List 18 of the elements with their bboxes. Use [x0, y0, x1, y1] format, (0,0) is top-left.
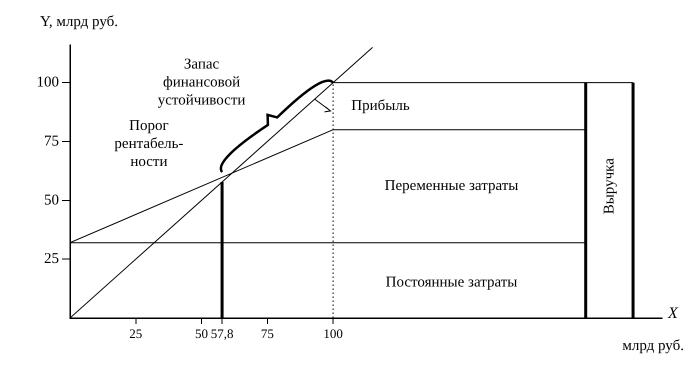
x-tick-label: 100: [323, 326, 343, 342]
y-tick-label: 25: [44, 251, 59, 268]
annotation: Выручка: [601, 158, 618, 214]
y-tick-label: 100: [36, 74, 59, 91]
annotation: Переменные затраты: [384, 178, 518, 194]
x-tick-label: 50: [195, 326, 208, 342]
annotation: Прибыль: [351, 98, 410, 114]
y-tick-label: 75: [44, 133, 59, 150]
x-tick-label: 25: [129, 326, 142, 342]
x-tick-label: 57,8: [210, 326, 234, 342]
text: млрд руб.: [622, 338, 684, 354]
annotation: Порог рентабель- ности: [114, 118, 184, 170]
annotation: Запас финансовой устойчивости: [158, 56, 246, 109]
x-tick-label: 75: [260, 326, 274, 342]
annotation: Постоянные затраты: [386, 274, 518, 291]
y-axis-title: Y, млрд руб.: [40, 14, 118, 30]
x-axis-title: X: [667, 305, 679, 322]
y-tick-label: 50: [44, 192, 59, 208]
